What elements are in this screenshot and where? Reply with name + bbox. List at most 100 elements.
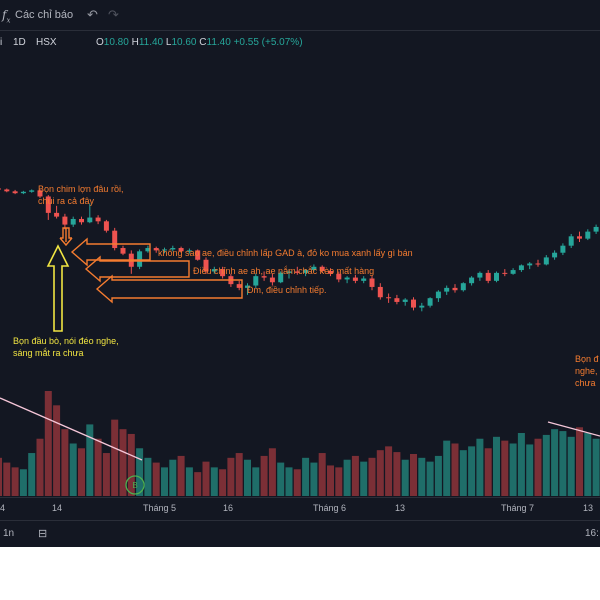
candle[interactable] (552, 252, 558, 258)
candle[interactable] (585, 231, 591, 239)
candle[interactable] (494, 272, 499, 281)
volume-bar (161, 467, 168, 496)
candle[interactable] (303, 270, 309, 273)
buy-marker-icon[interactable] (125, 475, 145, 495)
candle[interactable] (29, 190, 35, 192)
candle[interactable] (377, 286, 383, 298)
candle[interactable] (352, 277, 358, 281)
candle[interactable] (278, 272, 284, 283)
candle[interactable] (477, 272, 483, 278)
candle[interactable] (386, 297, 392, 299)
candle[interactable] (319, 266, 325, 271)
calendar-range-icon[interactable]: ⊟ (38, 528, 48, 540)
candle[interactable] (510, 270, 516, 274)
candle[interactable] (245, 285, 250, 288)
volume-bar (277, 462, 285, 496)
candle[interactable] (469, 277, 475, 284)
candle[interactable] (145, 248, 151, 252)
candle[interactable] (593, 226, 599, 232)
candle[interactable] (336, 273, 342, 280)
candle[interactable] (261, 276, 267, 278)
candle[interactable] (103, 221, 109, 231)
candle[interactable] (527, 263, 533, 266)
candle[interactable] (560, 245, 566, 253)
candle[interactable] (79, 218, 84, 223)
candle[interactable] (402, 299, 408, 302)
volume-bar (219, 469, 227, 496)
candle[interactable] (54, 212, 60, 217)
candle[interactable] (220, 269, 226, 277)
candle[interactable] (95, 217, 101, 222)
candle[interactable] (87, 217, 93, 223)
candle[interactable] (311, 266, 317, 271)
candle[interactable] (45, 196, 51, 213)
candle[interactable] (568, 236, 574, 246)
candle[interactable] (120, 248, 126, 254)
function-icon[interactable]: fx (2, 8, 11, 25)
volume-bar (152, 462, 160, 496)
candle[interactable] (452, 287, 458, 291)
candle[interactable] (0, 188, 1, 190)
candle[interactable] (328, 271, 333, 274)
candle[interactable] (435, 291, 441, 299)
candle[interactable] (12, 191, 18, 194)
candle[interactable] (178, 248, 184, 252)
candle[interactable] (286, 271, 292, 273)
candle[interactable] (186, 250, 192, 252)
volume-bar (78, 448, 85, 496)
time-tick: 13 (395, 503, 406, 513)
candle[interactable] (195, 250, 201, 260)
volume-bar (451, 443, 459, 496)
candle[interactable] (211, 269, 217, 272)
candle[interactable] (37, 190, 43, 197)
range-button[interactable]: 1n (3, 528, 15, 539)
candle[interactable] (361, 278, 367, 281)
candle[interactable] (4, 189, 10, 192)
volume-bar (343, 459, 351, 496)
candle[interactable] (170, 248, 176, 250)
candle[interactable] (411, 299, 416, 308)
candle[interactable] (577, 236, 582, 239)
candle[interactable] (344, 277, 350, 280)
redo-icon[interactable]: ↷ (108, 7, 119, 22)
volume-bar (584, 433, 592, 496)
volume-bar (368, 457, 376, 496)
candle[interactable] (62, 216, 68, 225)
price-volume-chart[interactable]: B (0, 56, 600, 496)
candle[interactable] (153, 248, 159, 251)
candle[interactable] (444, 287, 450, 292)
candle[interactable] (137, 251, 143, 267)
candle[interactable] (203, 259, 209, 272)
time-axis[interactable]: 4 14 Tháng 5 16 Tháng 6 13 Tháng 7 13 (0, 497, 600, 520)
time-tick: Tháng 5 (143, 503, 177, 513)
volume-bar (244, 459, 251, 496)
candle[interactable] (543, 257, 549, 265)
candle[interactable] (419, 305, 425, 308)
symbol-name[interactable]: i (0, 37, 3, 48)
volume-bar (86, 424, 94, 496)
candle[interactable] (236, 284, 242, 288)
candle[interactable] (427, 298, 433, 306)
candle[interactable] (294, 271, 300, 273)
volume-bar (310, 462, 318, 496)
candle[interactable] (70, 218, 76, 225)
candle[interactable] (394, 298, 400, 302)
volume-bar (61, 429, 69, 496)
candle[interactable] (518, 265, 524, 271)
candle[interactable] (460, 283, 466, 291)
volume-bar (94, 438, 102, 496)
undo-icon[interactable]: ↶ (87, 7, 98, 22)
candle[interactable] (162, 249, 167, 251)
candle[interactable] (253, 276, 259, 286)
candle[interactable] (112, 230, 118, 249)
candle[interactable] (369, 278, 375, 287)
candle[interactable] (485, 272, 491, 281)
candle[interactable] (535, 263, 541, 265)
interval-label[interactable]: 1D (13, 37, 26, 48)
candle[interactable] (20, 191, 26, 194)
indicators-button[interactable]: Các chỉ báo (15, 9, 74, 21)
candle[interactable] (502, 272, 508, 274)
candle[interactable] (269, 277, 275, 283)
volume-bar (576, 427, 583, 496)
volume-bar (468, 446, 476, 496)
